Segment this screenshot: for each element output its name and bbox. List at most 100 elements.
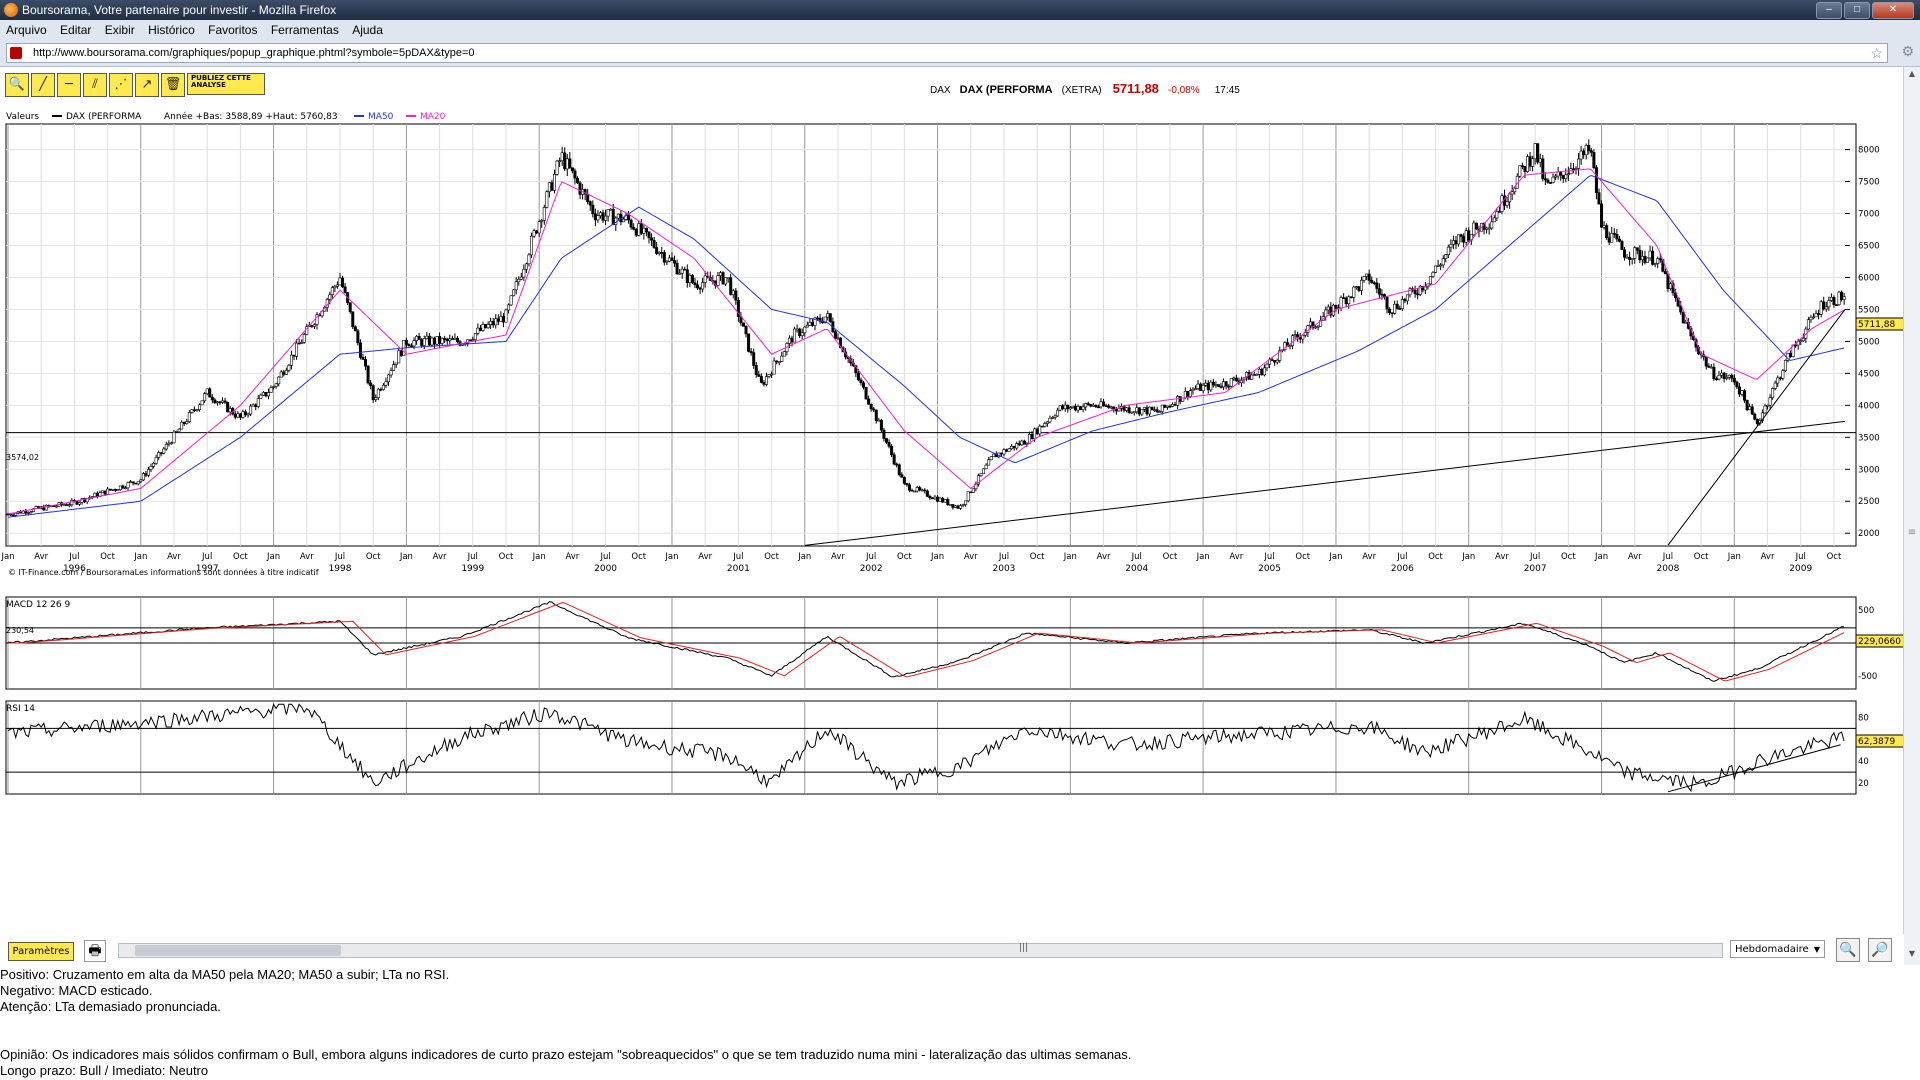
candle-body bbox=[29, 511, 33, 513]
trash-icon[interactable]: 🗑 bbox=[161, 73, 185, 97]
menu-exibir[interactable]: Exibir bbox=[104, 23, 135, 37]
candle-body bbox=[976, 475, 980, 485]
candle-body bbox=[1354, 286, 1358, 288]
candle-body bbox=[192, 409, 196, 412]
period-select[interactable]: Hebdomadaire ▼ bbox=[1730, 940, 1825, 958]
candle-body bbox=[1490, 221, 1494, 229]
candle-body bbox=[167, 442, 171, 445]
candle-body bbox=[1038, 425, 1042, 435]
candle-body bbox=[1704, 356, 1708, 367]
menu-arquivo[interactable]: Arquivo bbox=[6, 23, 47, 37]
zoom-tool-icon[interactable]: 🔍 bbox=[5, 73, 29, 97]
horizontal-line-tool-icon[interactable]: ─ bbox=[57, 73, 81, 97]
candle-body bbox=[823, 316, 827, 323]
candle-body bbox=[1441, 258, 1445, 266]
quote-symbol: DAX bbox=[930, 85, 951, 96]
candle-body bbox=[213, 399, 217, 404]
scroll-grip-icon[interactable]: ≡ bbox=[1907, 527, 1917, 538]
horizontal-scroll-thumb[interactable] bbox=[135, 945, 341, 956]
candle-body bbox=[989, 456, 993, 461]
candle-body bbox=[312, 324, 316, 327]
close-button[interactable]: ✕ bbox=[1872, 2, 1914, 19]
x-month-label: Jan bbox=[1196, 552, 1210, 562]
candle-body bbox=[696, 284, 700, 289]
trendline-tool-icon[interactable]: ╱ bbox=[31, 73, 55, 97]
window-titlebar: Boursorama, Votre partenaire pour invest… bbox=[0, 0, 1920, 20]
candle-body bbox=[1633, 247, 1637, 259]
candle-body bbox=[159, 452, 163, 454]
candle-body bbox=[1755, 418, 1759, 424]
x-year-label: 2004 bbox=[1125, 564, 1148, 574]
candle-body bbox=[289, 354, 293, 366]
menu-ferramentas[interactable]: Ferramentas bbox=[270, 23, 339, 37]
candle-body bbox=[1324, 309, 1328, 318]
candle-body bbox=[910, 489, 914, 492]
candle-body bbox=[494, 318, 498, 326]
analysis-opinion: Opinião: Os indicadores mais sólidos con… bbox=[0, 1047, 1132, 1062]
candle-body bbox=[478, 327, 482, 331]
candle-body bbox=[455, 337, 459, 343]
candle-body bbox=[862, 382, 866, 388]
candle-body bbox=[157, 452, 161, 458]
candle-body bbox=[1043, 423, 1047, 427]
firefox-icon bbox=[4, 3, 18, 17]
candle-body bbox=[266, 392, 270, 397]
horizontal-scrollbar[interactable]: ||| bbox=[118, 943, 1723, 958]
zoom-out-icon[interactable]: 🔍 bbox=[1836, 938, 1860, 962]
candle-body bbox=[376, 388, 380, 398]
menu-favoritos[interactable]: Favoritos bbox=[208, 23, 258, 37]
channel-tool-icon[interactable]: ⫽ bbox=[83, 73, 107, 97]
candle-body bbox=[169, 442, 173, 445]
fibonacci-tool-icon[interactable]: ⋰ bbox=[109, 73, 133, 97]
candle-body bbox=[190, 409, 194, 413]
maximize-button[interactable]: □ bbox=[1844, 2, 1870, 19]
bookmark-star-icon[interactable]: ☆ bbox=[1870, 45, 1883, 61]
print-icon[interactable]: 🖶 bbox=[84, 940, 106, 962]
candle-body bbox=[1533, 143, 1537, 160]
candle-body bbox=[67, 504, 71, 506]
candle-body bbox=[1605, 225, 1609, 238]
menu-editar[interactable]: Editar bbox=[60, 23, 92, 37]
candle-body bbox=[1436, 265, 1440, 267]
parameters-button[interactable]: Paramètres bbox=[8, 942, 74, 961]
address-bar[interactable]: http://www.boursorama.com/graphiques/pop… bbox=[6, 43, 1888, 63]
candle-body bbox=[471, 339, 475, 341]
candle-body bbox=[759, 376, 763, 383]
candle-body bbox=[1339, 297, 1343, 309]
rsi-trendline bbox=[1667, 744, 1841, 793]
candle-body bbox=[141, 473, 145, 481]
candle-body bbox=[1720, 372, 1724, 376]
candle-body bbox=[992, 453, 996, 458]
menu-ajuda[interactable]: Ajuda bbox=[352, 23, 383, 37]
legend-ma20: MA20 bbox=[420, 112, 446, 122]
x-month-label: Oct bbox=[233, 552, 248, 562]
candle-body bbox=[440, 338, 444, 344]
candle-body bbox=[1056, 409, 1060, 417]
candle-body bbox=[775, 360, 779, 363]
candle-body bbox=[1556, 171, 1560, 177]
zoom-in-icon[interactable]: 🔎 bbox=[1868, 938, 1892, 962]
candle-body bbox=[1193, 388, 1197, 390]
y-tick-label: 6000 bbox=[1858, 273, 1880, 283]
minimize-button[interactable]: – bbox=[1816, 2, 1842, 19]
gear-icon[interactable]: ⚙ bbox=[1901, 44, 1914, 60]
scroll-grip-icon[interactable]: ||| bbox=[1019, 943, 1029, 953]
candle-body bbox=[938, 497, 942, 502]
scroll-up-icon[interactable]: ▲ bbox=[1908, 69, 1916, 78]
vertical-scrollbar[interactable]: ▲ ≡ ▼ bbox=[1903, 67, 1920, 965]
candle-body bbox=[1582, 150, 1586, 156]
menu-historico[interactable]: Histórico bbox=[148, 23, 195, 37]
scroll-down-icon[interactable]: ▼ bbox=[1908, 949, 1916, 958]
candle-body bbox=[1520, 165, 1524, 167]
arrow-tool-icon[interactable]: ↗ bbox=[135, 73, 159, 97]
candle-body bbox=[897, 464, 901, 475]
candle-body bbox=[1153, 409, 1157, 411]
candle-body bbox=[637, 223, 641, 236]
candle-body bbox=[379, 388, 383, 391]
analysis-negative: Negativo: MACD esticado. bbox=[0, 983, 153, 998]
url-text[interactable]: http://www.boursorama.com/graphiques/pop… bbox=[33, 47, 475, 59]
publish-analysis-button[interactable]: PUBLIEZ CETTE ANALYSE bbox=[187, 73, 265, 95]
chart-area[interactable]: Valeurs DAX (PERFORMA Année +Bas: 3588,8… bbox=[0, 107, 1904, 932]
candle-body bbox=[1485, 227, 1489, 230]
candle-body bbox=[134, 482, 138, 485]
